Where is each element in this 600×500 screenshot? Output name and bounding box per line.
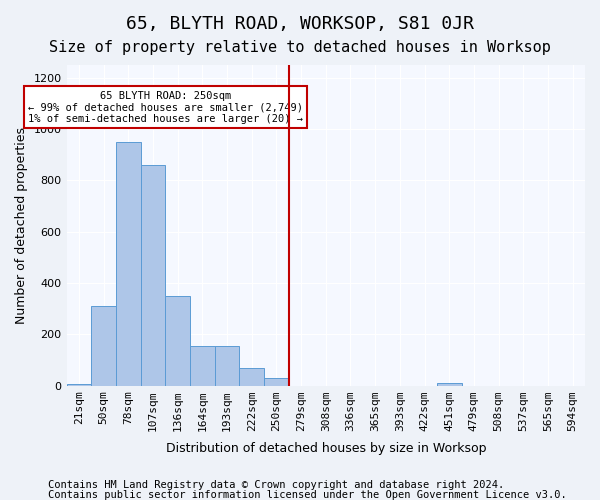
Bar (190, 346, 215, 386)
Bar (67, 384, 91, 386)
Bar (116, 142, 140, 386)
Bar (215, 346, 239, 386)
X-axis label: Distribution of detached houses by size in Worksop: Distribution of detached houses by size … (166, 442, 486, 455)
Y-axis label: Number of detached properties: Number of detached properties (15, 127, 28, 324)
Text: 65, BLYTH ROAD, WORKSOP, S81 0JR: 65, BLYTH ROAD, WORKSOP, S81 0JR (126, 15, 474, 33)
Text: 65 BLYTH ROAD: 250sqm
← 99% of detached houses are smaller (2,749)
1% of semi-de: 65 BLYTH ROAD: 250sqm ← 99% of detached … (28, 90, 303, 124)
Bar (165, 296, 190, 386)
Text: Contains public sector information licensed under the Open Government Licence v3: Contains public sector information licen… (48, 490, 567, 500)
Text: Size of property relative to detached houses in Worksop: Size of property relative to detached ho… (49, 40, 551, 55)
Bar (437, 383, 461, 386)
Text: Contains HM Land Registry data © Crown copyright and database right 2024.: Contains HM Land Registry data © Crown c… (48, 480, 504, 490)
Bar (140, 165, 165, 386)
Bar (264, 378, 289, 386)
Bar (91, 306, 116, 386)
Bar (239, 368, 264, 386)
